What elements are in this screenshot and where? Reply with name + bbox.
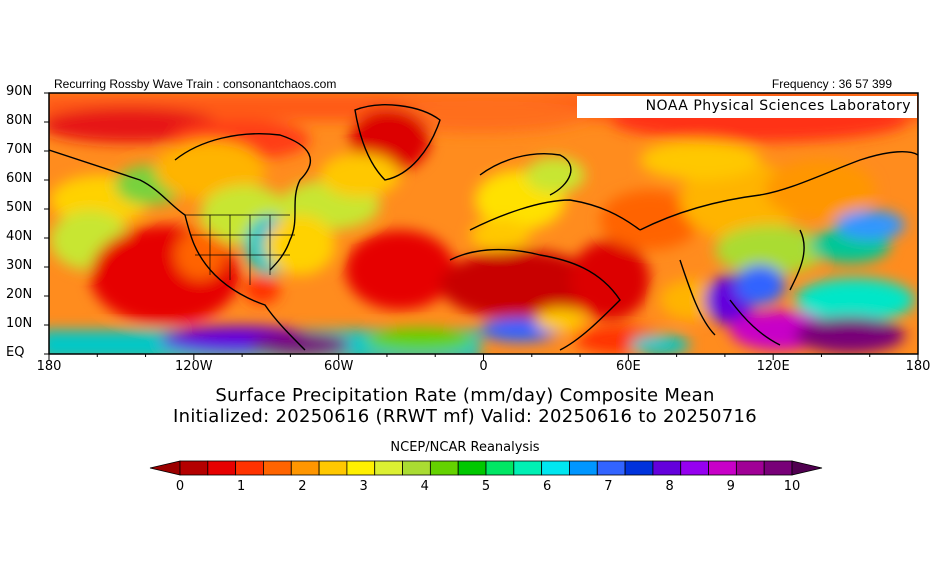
header-credit: Recurring Rossby Wave Train : consonantc… xyxy=(54,77,337,91)
colorbar-swatch xyxy=(596,460,626,476)
colorbar-tick-label: 10 xyxy=(783,479,801,494)
lon-label: 120E xyxy=(756,359,790,374)
colorbar-swatch xyxy=(457,460,487,476)
colorbar-swatch xyxy=(402,460,431,476)
colorbar-tick-label: 3 xyxy=(359,479,368,494)
lat-label: 40N xyxy=(6,229,33,244)
lat-label: 80N xyxy=(6,113,33,128)
lat-label: 30N xyxy=(6,258,33,273)
lon-label: 60E xyxy=(615,359,641,374)
precip-field xyxy=(49,93,918,354)
colorbar-low-arrow xyxy=(149,460,181,476)
lon-label: 60W xyxy=(323,359,354,374)
lat-label: EQ xyxy=(6,345,25,360)
colorbar-swatch xyxy=(763,460,793,476)
provider-label-box: NOAA Physical Sciences Laboratory xyxy=(577,96,917,118)
colorbar-swatch xyxy=(374,460,403,476)
colorbar xyxy=(149,460,823,476)
lat-label: 10N xyxy=(6,316,33,331)
colorbar-swatch xyxy=(513,460,543,476)
colorbar-tick-label: 1 xyxy=(237,479,246,494)
colorbar-swatch xyxy=(429,460,459,476)
lon-label: 120W xyxy=(174,359,213,374)
colorbar-tick-label: 5 xyxy=(481,479,491,494)
colorbar-swatch xyxy=(624,460,654,476)
lon-label: 180 xyxy=(36,359,62,374)
colorbar-tick-label: 8 xyxy=(665,479,674,494)
data-source-label: NCEP/NCAR Reanalysis xyxy=(390,440,540,455)
colorbar-tick-label: 6 xyxy=(543,479,552,494)
coastlines xyxy=(49,104,918,351)
colorbar-tick-label: 0 xyxy=(175,479,185,494)
header-frequency: Frequency : 36 57 399 xyxy=(771,77,892,91)
colorbar-swatch xyxy=(290,460,320,476)
lat-label: 50N xyxy=(6,200,33,215)
colorbar-swatch xyxy=(318,460,348,476)
colorbar-high-arrow xyxy=(791,460,823,476)
colorbar-swatch xyxy=(569,460,598,476)
colorbar-tick-label: 7 xyxy=(604,479,613,494)
colorbar-swatch xyxy=(485,460,515,476)
lat-label: 20N xyxy=(6,287,33,302)
colorbar-swatch xyxy=(207,460,237,476)
colorbar-swatch xyxy=(680,460,709,476)
lon-label: 0 xyxy=(479,359,488,374)
lon-label: 180 xyxy=(905,359,930,374)
state-borders xyxy=(185,214,295,285)
colorbar-swatch xyxy=(735,460,765,476)
colorbar-swatch xyxy=(652,460,682,476)
provider-label: NOAA Physical Sciences Laboratory xyxy=(645,98,911,114)
colorbar-tick-label: 2 xyxy=(298,479,307,494)
map-subtitle: Initialized: 20250616 (RRWT mf) Valid: 2… xyxy=(173,406,757,427)
colorbar-swatch xyxy=(179,460,209,476)
lat-label: 70N xyxy=(6,142,33,157)
colorbar-tick-label: 9 xyxy=(726,479,735,494)
colorbar-swatch xyxy=(263,460,292,476)
map-title: Surface Precipitation Rate (mm/day) Comp… xyxy=(215,385,715,406)
lat-label: 90N xyxy=(6,84,33,99)
colorbar-swatch xyxy=(235,460,264,476)
colorbar-swatch xyxy=(346,460,376,476)
lat-label: 60N xyxy=(6,171,33,186)
colorbar-tick-label: 4 xyxy=(420,479,429,494)
colorbar-swatch xyxy=(541,460,570,476)
colorbar-swatch xyxy=(708,460,737,476)
